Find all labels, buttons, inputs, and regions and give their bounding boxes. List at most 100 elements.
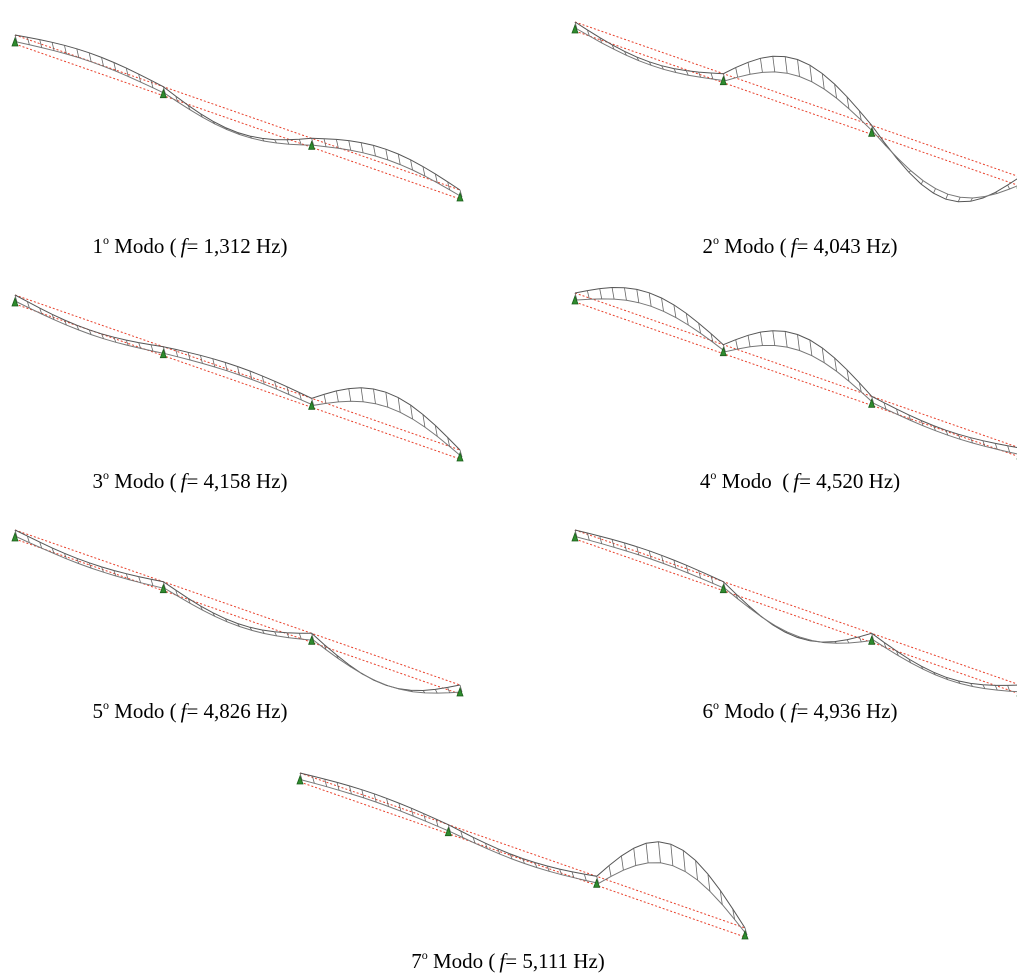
hatch bbox=[696, 861, 698, 881]
hatch bbox=[736, 340, 738, 349]
deformed-edge bbox=[302, 780, 747, 935]
undeformed-line bbox=[300, 773, 745, 928]
mode-diagram bbox=[572, 22, 1017, 202]
caption: 5o Modo (f= 4,826 Hz) bbox=[92, 693, 287, 723]
undeformed-line bbox=[15, 295, 460, 450]
caption: 3o Modo (f= 4,158 Hz) bbox=[92, 463, 287, 493]
hatch bbox=[373, 145, 375, 156]
undeformed-line bbox=[575, 22, 1017, 177]
hatch bbox=[1008, 446, 1010, 452]
frequency-value: = 1,312 Hz) bbox=[186, 234, 287, 258]
hatch bbox=[662, 555, 664, 563]
hatch bbox=[658, 842, 660, 863]
hatch bbox=[646, 843, 648, 863]
hatch bbox=[760, 332, 762, 345]
hatch bbox=[798, 637, 800, 638]
mode-diagram bbox=[297, 773, 748, 939]
mode-word: Modo ( bbox=[724, 699, 786, 723]
deformed-edge bbox=[577, 537, 1017, 692]
hatch bbox=[736, 68, 738, 78]
hatch bbox=[312, 776, 314, 783]
hatch bbox=[151, 345, 153, 351]
hatch bbox=[600, 536, 602, 544]
undeformed-line bbox=[15, 539, 460, 694]
mode-diagram bbox=[572, 288, 1017, 460]
hatch bbox=[624, 288, 626, 301]
deformed-edge bbox=[15, 530, 460, 691]
mode-word: Modo ( bbox=[114, 234, 176, 258]
hatch bbox=[921, 181, 923, 184]
hatch bbox=[387, 798, 389, 806]
mode-diagram bbox=[12, 295, 463, 461]
hatch bbox=[584, 874, 586, 880]
hatch bbox=[587, 533, 589, 540]
hatch bbox=[238, 367, 240, 376]
frequency-value: = 4,158 Hz) bbox=[186, 469, 287, 493]
hatch bbox=[1008, 185, 1010, 189]
mode-diagram bbox=[12, 530, 463, 696]
mode-word: Modo ( bbox=[433, 949, 495, 973]
hatch bbox=[649, 293, 651, 307]
mode-number: 2 bbox=[702, 234, 713, 258]
hatch bbox=[995, 192, 997, 193]
mode-number: 4 bbox=[700, 469, 711, 493]
deformed-edge bbox=[575, 22, 1017, 202]
mode-diagram bbox=[12, 35, 463, 201]
hatch bbox=[760, 58, 762, 72]
hatch bbox=[40, 40, 42, 48]
mode-number: 7 bbox=[411, 949, 422, 973]
undeformed-line bbox=[15, 530, 460, 685]
hatch bbox=[847, 640, 849, 643]
ordinal-mark: o bbox=[713, 698, 719, 712]
hatch bbox=[374, 794, 376, 802]
hatch bbox=[600, 289, 602, 299]
hatch bbox=[362, 790, 364, 798]
hatch bbox=[773, 331, 775, 346]
hatch bbox=[225, 362, 227, 370]
hatch bbox=[411, 405, 413, 419]
hatch bbox=[349, 141, 351, 151]
hatch bbox=[958, 197, 960, 202]
ordinal-mark: o bbox=[422, 948, 428, 962]
hatch bbox=[386, 392, 388, 407]
frequency-value: = 4,520 Hz) bbox=[799, 469, 900, 493]
ordinal-mark: o bbox=[713, 233, 719, 247]
support bbox=[742, 931, 748, 939]
hatch bbox=[176, 349, 178, 356]
hatch bbox=[822, 348, 824, 363]
hatch bbox=[299, 139, 301, 145]
mode-number: 5 bbox=[92, 699, 103, 723]
hatch bbox=[612, 288, 614, 300]
mode-word: Modo ( bbox=[724, 234, 786, 258]
hatch bbox=[609, 866, 611, 877]
mode-number: 6 bbox=[702, 699, 713, 723]
caption: 7o Modo (f= 5,111 Hz) bbox=[411, 943, 605, 973]
hatch bbox=[773, 56, 775, 72]
support bbox=[457, 453, 463, 461]
hatch bbox=[662, 298, 664, 311]
hatch bbox=[325, 779, 327, 787]
undeformed-line bbox=[575, 530, 1017, 685]
hatch bbox=[324, 394, 326, 403]
hatch bbox=[946, 194, 948, 199]
frequency-value: = 4,936 Hz) bbox=[796, 699, 897, 723]
hatch bbox=[361, 673, 363, 674]
caption: 1o Modo (f= 1,312 Hz) bbox=[92, 228, 287, 258]
deformed-edge bbox=[17, 42, 462, 197]
hatch bbox=[587, 291, 589, 300]
undeformed-line bbox=[575, 31, 1017, 186]
frequency-value: = 4,043 Hz) bbox=[796, 234, 897, 258]
hatch bbox=[411, 160, 413, 170]
hatch bbox=[1008, 685, 1010, 691]
undeformed-line bbox=[575, 302, 1017, 457]
hatch bbox=[748, 335, 750, 347]
hatch bbox=[386, 149, 388, 160]
hatch bbox=[671, 844, 673, 866]
hatch bbox=[151, 579, 153, 586]
ordinal-mark: o bbox=[103, 468, 109, 482]
mode-word: Modo ( bbox=[114, 469, 176, 493]
hatch bbox=[785, 57, 787, 74]
hatch bbox=[674, 305, 676, 318]
hatch bbox=[748, 62, 750, 74]
ordinal-mark: o bbox=[103, 698, 109, 712]
